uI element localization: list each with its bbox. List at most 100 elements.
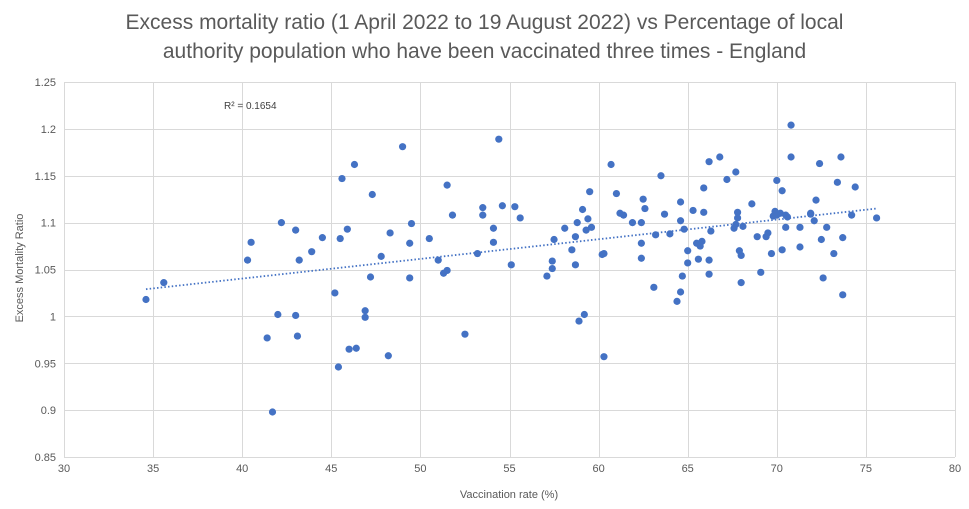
data-point (851, 183, 859, 191)
data-point (815, 159, 824, 168)
data-point (318, 234, 326, 242)
data-point (578, 205, 587, 214)
y-tick-label: 1.25 (35, 77, 56, 89)
data-point (274, 310, 282, 319)
data-point (767, 249, 776, 258)
y-tick-label: 0.95 (35, 358, 56, 370)
data-point (511, 203, 519, 211)
data-point (787, 153, 795, 161)
y-tick-label: 1.1 (41, 218, 56, 230)
data-point (684, 259, 692, 267)
data-point (778, 246, 786, 254)
data-point (732, 168, 740, 176)
data-point (461, 330, 469, 338)
data-point (350, 160, 359, 169)
data-point (607, 160, 615, 169)
data-point (641, 204, 649, 213)
y-axis-title: Excess Mortality Ratio (14, 214, 26, 323)
x-tick-label: 70 (771, 463, 783, 475)
data-point (694, 255, 702, 263)
data-point (676, 288, 685, 296)
data-point (160, 279, 168, 287)
data-point (343, 225, 351, 233)
data-point (796, 243, 804, 251)
trendline (145, 207, 877, 291)
data-point (848, 211, 856, 219)
y-tick-label: 1 (50, 311, 56, 323)
data-point (680, 225, 688, 233)
data-point (295, 256, 303, 264)
x-tick-label: 30 (58, 463, 70, 475)
x-tick-label: 35 (147, 463, 159, 475)
data-point (352, 344, 360, 352)
data-point (361, 307, 369, 315)
data-point (443, 266, 451, 275)
chart-title-line-2: authority population who have been vacci… (162, 40, 807, 63)
data-point (700, 208, 708, 216)
data-point (732, 220, 740, 229)
x-tick-label: 45 (325, 463, 337, 475)
data-point (575, 317, 583, 325)
x-tick-label: 60 (592, 463, 604, 475)
data-point (407, 219, 416, 228)
data-point (778, 187, 786, 195)
data-point (293, 332, 302, 340)
data-point (548, 257, 556, 265)
data-point (489, 224, 498, 232)
data-point (773, 176, 781, 185)
x-axis-title: Vaccination rate (%) (460, 489, 558, 501)
data-point (783, 213, 792, 221)
data-point (479, 211, 487, 219)
gridlines (64, 82, 956, 458)
data-point (637, 239, 645, 247)
data-point (600, 353, 608, 361)
data-point (406, 239, 414, 247)
data-point (338, 174, 346, 183)
data-point (345, 345, 353, 353)
x-tick-label: 80 (949, 463, 961, 475)
data-point (331, 289, 339, 297)
data-point (573, 219, 581, 227)
data-point (398, 143, 407, 151)
data-point (384, 352, 392, 360)
y-axis-ticks: 0.85 0.9 0.95 1 1.05 1.1 1.15 1.2 1.25 (35, 77, 56, 464)
data-point (812, 196, 820, 204)
data-point (580, 310, 588, 319)
data-point (334, 363, 343, 371)
linear-trendline (145, 207, 877, 291)
data-point (819, 274, 827, 282)
data-point (678, 272, 686, 280)
x-tick-label: 65 (682, 463, 694, 475)
data-point (837, 153, 845, 161)
data-point (833, 178, 841, 186)
data-point (584, 215, 592, 223)
data-point (666, 230, 674, 238)
chart-title-line-1: Excess mortality ratio (1 April 2022 to … (125, 11, 844, 34)
data-point (707, 227, 715, 235)
y-tick-label: 1.05 (35, 265, 56, 277)
data-point (292, 226, 300, 234)
data-point (548, 264, 556, 273)
data-point (839, 291, 847, 299)
data-point (507, 261, 515, 269)
data-point (764, 229, 772, 237)
data-point (434, 256, 442, 264)
data-point (368, 190, 376, 199)
data-point (612, 189, 621, 198)
data-point (377, 252, 385, 260)
data-point (142, 295, 150, 304)
x-axis-ticks: 30 35 40 45 50 55 60 65 70 75 80 (58, 463, 961, 475)
data-point (582, 226, 590, 234)
data-point (247, 238, 255, 246)
data-point (600, 249, 608, 258)
y-tick-label: 0.9 (41, 405, 56, 417)
data-point (753, 233, 761, 241)
data-point (495, 135, 503, 143)
r-squared-label: R² = 0.1654 (224, 101, 277, 112)
data-point (839, 234, 847, 242)
data-point (268, 408, 277, 416)
data-point (650, 283, 658, 291)
data-point (586, 188, 594, 196)
data-point (733, 214, 742, 222)
